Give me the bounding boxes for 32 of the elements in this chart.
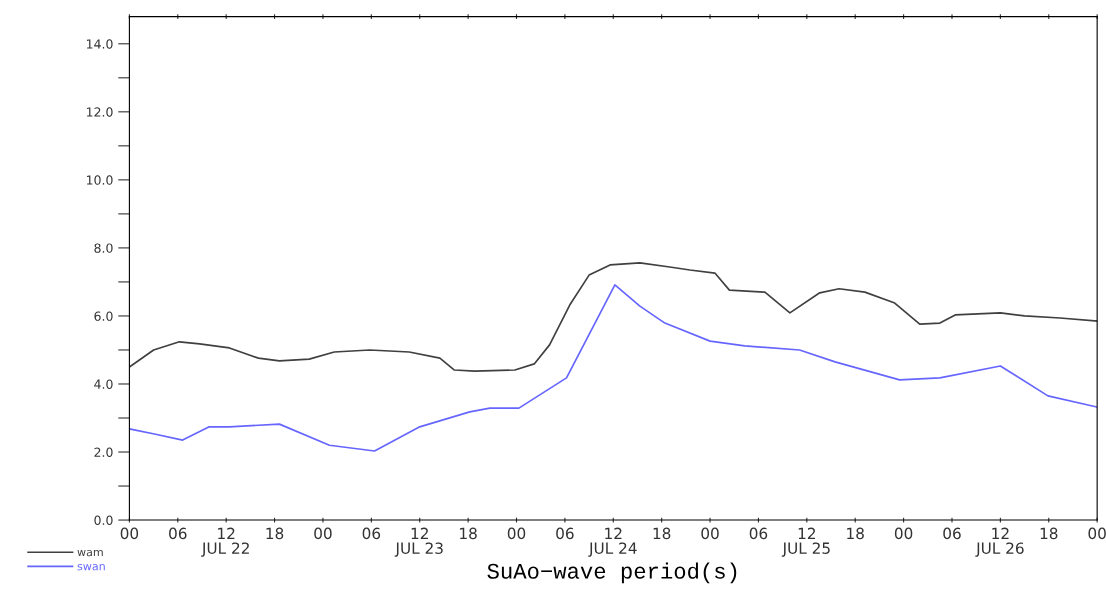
x-tick-label: 00 bbox=[507, 527, 526, 540]
x-tick-label: 18 bbox=[460, 527, 477, 540]
x-tick-label: 12 JUL 22 bbox=[201, 527, 249, 557]
y-tick-label: 8.0 bbox=[94, 243, 113, 253]
y-tick-label: 6.0 bbox=[94, 311, 113, 321]
x-tick-label: 00 bbox=[314, 527, 332, 540]
x-tick-label: 12 JUL 23 bbox=[394, 527, 443, 557]
x-tick-label: 06 bbox=[943, 527, 961, 540]
y-tick-label: 14.0 bbox=[86, 39, 113, 49]
y-tick-label: 10.0 bbox=[86, 175, 113, 185]
legend-label: wam bbox=[77, 549, 103, 557]
x-tick-label: 06 bbox=[169, 527, 187, 540]
x-tick-label: 18 bbox=[1040, 527, 1058, 540]
x-tick-label: 12 JUL 25 bbox=[781, 527, 830, 557]
x-tick-label: 06 bbox=[749, 527, 768, 540]
x-tick-label: 18 bbox=[266, 527, 284, 540]
y-tick-label: 4.0 bbox=[94, 379, 113, 389]
x-tick-label: 06 bbox=[556, 527, 574, 540]
x-tick-label: 00 bbox=[120, 527, 139, 540]
y-tick-label: 0.0 bbox=[94, 515, 113, 525]
x-tick-label: 06 bbox=[362, 527, 381, 540]
x-axis-title: SuAo−wave period(s) bbox=[487, 562, 737, 584]
x-tick-label: 00 bbox=[701, 527, 719, 540]
x-tick-label: 18 bbox=[847, 527, 864, 540]
x-tick-label: 18 bbox=[653, 527, 671, 540]
x-tick-label: 12 JUL 24 bbox=[588, 527, 637, 557]
y-tick-label: 12.0 bbox=[86, 107, 113, 117]
x-tick-label: 00 bbox=[894, 527, 913, 540]
x-tick-label: 00 bbox=[1088, 527, 1106, 540]
legend-label: swan bbox=[77, 563, 105, 571]
y-tick-label: 2.0 bbox=[94, 447, 113, 457]
x-tick-label: 12 JUL 26 bbox=[975, 527, 1024, 557]
